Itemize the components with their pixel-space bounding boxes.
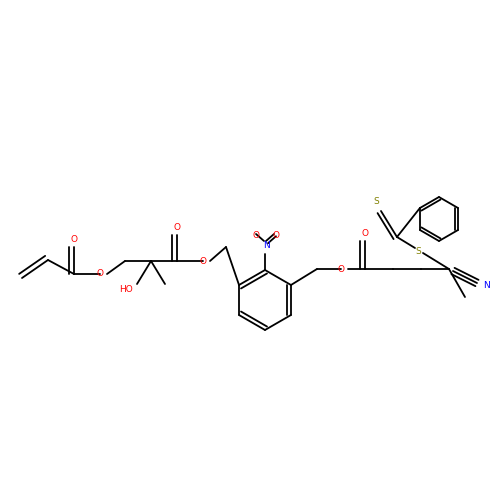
Text: O: O (70, 234, 78, 244)
Text: O: O (272, 232, 280, 240)
Text: O: O (96, 270, 103, 278)
Text: S: S (373, 198, 379, 206)
Text: O: O (200, 256, 206, 266)
Text: O: O (338, 264, 344, 274)
Text: S: S (415, 246, 421, 256)
Text: O: O (362, 228, 368, 237)
Text: O: O (252, 232, 260, 240)
Text: HO: HO (119, 286, 133, 294)
Text: O: O (174, 222, 180, 232)
Text: N: N (262, 242, 270, 250)
Text: N: N (484, 282, 490, 290)
